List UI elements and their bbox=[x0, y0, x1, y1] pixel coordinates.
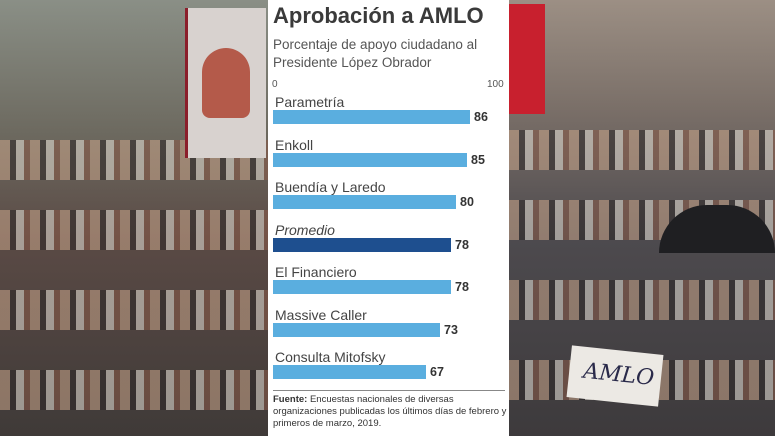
bar-parametria bbox=[273, 110, 470, 124]
bar-promedio bbox=[273, 237, 451, 252]
source-text: Encuestas nacionales de diversas organiz… bbox=[273, 394, 507, 429]
bar-chart: Parametría 86 Enkoll 85 Buendía y Laredo 80 Pr… bbox=[268, 0, 509, 390]
category-label-parametria: Parametría bbox=[275, 94, 345, 110]
chart-panel: Aprobación a AMLO Porcentaje de apoyo ci… bbox=[268, 0, 509, 436]
value-label-massive-caller: 73 bbox=[444, 322, 458, 337]
category-label-buendia-y-laredo: Buendía y Laredo bbox=[275, 179, 386, 195]
tick-label-100: 100 bbox=[487, 79, 504, 90]
category-label-enkoll: Enkoll bbox=[275, 136, 314, 153]
category-label-promedio: Promedio bbox=[275, 221, 335, 238]
tick-label-0: 0 bbox=[272, 79, 278, 90]
source-label: Fuente: bbox=[273, 394, 308, 405]
bar-enkoll bbox=[273, 152, 467, 167]
bar-buendia-y-laredo bbox=[273, 195, 456, 209]
value-label-promedio: 78 bbox=[455, 237, 469, 252]
value-label-el-financiero: 78 bbox=[455, 280, 469, 294]
bar-consulta-mitofsky bbox=[273, 365, 426, 379]
amlo-sign-text: AMLO bbox=[582, 358, 656, 392]
crowd-photo-right: AMLO bbox=[509, 0, 775, 436]
red-banner bbox=[509, 4, 545, 114]
portrait-banner bbox=[185, 8, 266, 158]
bar-massive-caller bbox=[273, 322, 440, 337]
category-label-massive-caller: Massive Caller bbox=[275, 306, 367, 323]
category-label-el-financiero: El Financiero bbox=[275, 264, 357, 280]
value-label-enkoll: 85 bbox=[471, 152, 485, 167]
category-label-consulta-mitofsky: Consulta Mitofsky bbox=[275, 349, 386, 365]
value-label-consulta-mitofsky: 67 bbox=[430, 365, 444, 379]
chart-subtitle: Porcentaje de apoyo ciudadano al Preside… bbox=[273, 37, 478, 70]
amlo-sign: AMLO bbox=[566, 345, 664, 407]
source-divider bbox=[273, 390, 505, 391]
bar-el-financiero bbox=[273, 280, 451, 294]
value-label-buendia-y-laredo: 80 bbox=[460, 195, 474, 209]
chart-source: Fuente: Encuestas nacionales de diversas… bbox=[273, 394, 507, 430]
crowd-photo-left bbox=[0, 0, 268, 436]
chart-title: Aprobación a AMLO bbox=[273, 3, 484, 28]
value-label-parametria: 86 bbox=[474, 110, 488, 124]
